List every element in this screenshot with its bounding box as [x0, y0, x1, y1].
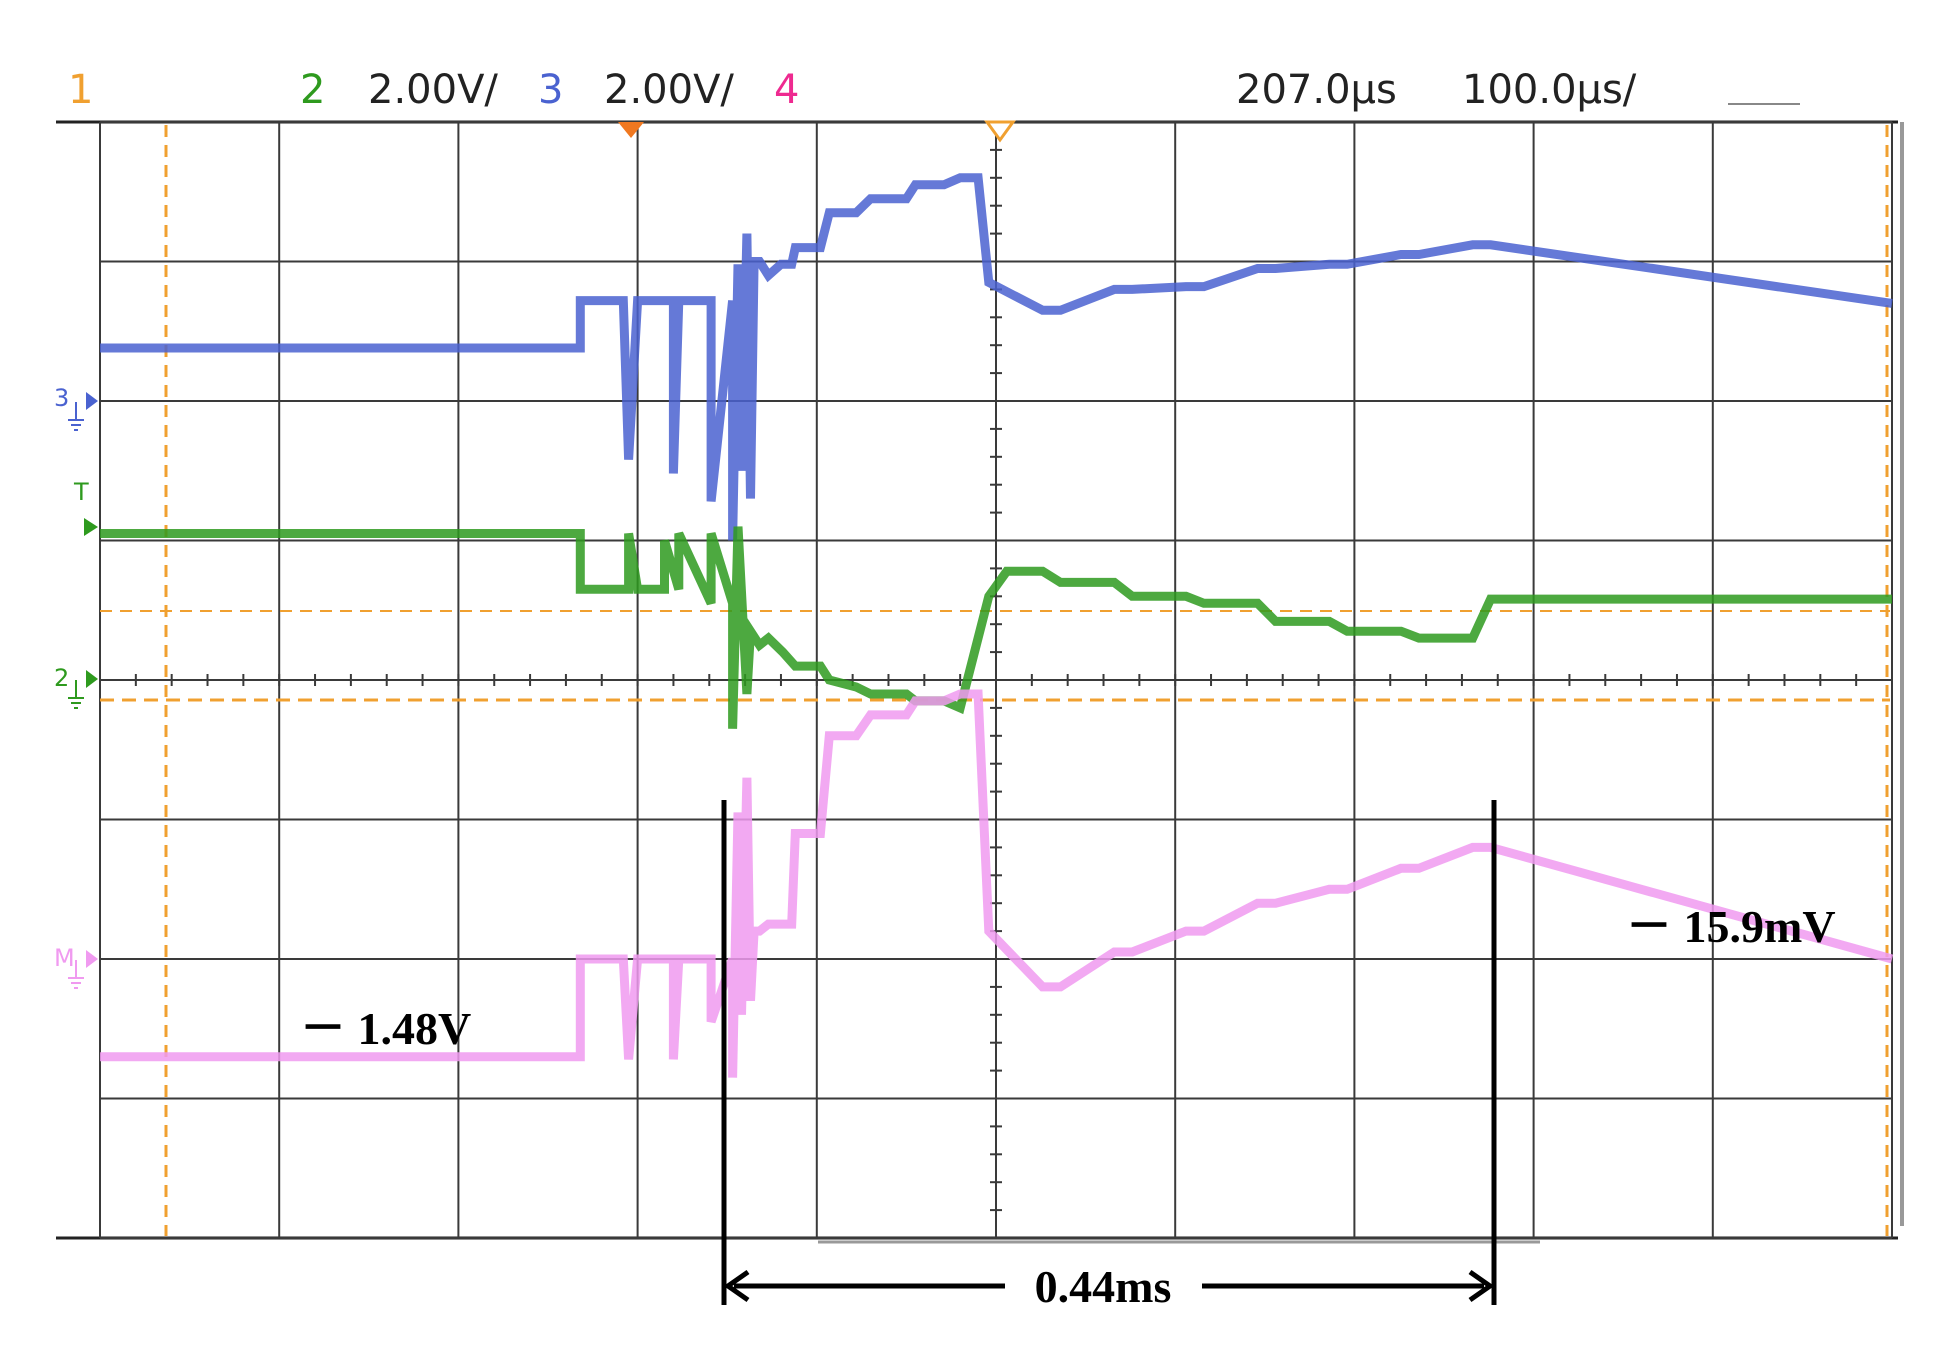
ch4-ground-symbol-icon	[68, 960, 84, 989]
cursors	[100, 125, 1890, 1236]
time-scale: 100.0µs/	[1462, 67, 1637, 113]
ch2-scale: 2.00V/	[368, 67, 498, 113]
right-level-label: － 15.9mV	[1626, 901, 1836, 952]
header-readout: 1 2 2.00V/ 3 2.00V/ 4 207.0µs 100.0µs/	[68, 67, 1800, 113]
duration-arrow-right-head-icon	[1468, 1269, 1495, 1303]
duration-arrow-left-head-icon	[723, 1269, 750, 1303]
trace-ch2	[100, 526, 1892, 729]
ch3-ground-marker: 3	[54, 384, 98, 431]
time-reference-marker-icon	[984, 120, 1016, 143]
time-position: 207.0µs	[1236, 67, 1397, 113]
duration-label: 0.44ms	[1035, 1261, 1172, 1312]
left-level-label: － 1.48V	[300, 1003, 471, 1054]
traces	[100, 173, 1894, 1078]
ch4-ground-label: M	[54, 944, 75, 972]
trigger-marker: T	[73, 478, 98, 536]
trace-ch4	[100, 689, 1894, 1078]
trigger-level-arrow-icon	[84, 518, 98, 536]
screen-frame	[56, 120, 1904, 1244]
ch2-ground-symbol-icon	[68, 680, 84, 709]
channel-markers: 3 T 2 M	[54, 384, 98, 989]
ch4-ground-marker: M	[54, 944, 98, 989]
ch2-label: 2	[300, 67, 325, 113]
ch4-label: 4	[774, 67, 799, 113]
ch1-label: 1	[68, 67, 93, 113]
ch4-ground-arrow-icon	[86, 950, 98, 968]
ch3-ground-symbol-icon	[68, 402, 84, 431]
ch2-ground-arrow-icon	[86, 670, 98, 688]
top-markers	[618, 120, 1016, 143]
trigger-position-marker-icon	[618, 122, 644, 138]
ch3-scale: 2.00V/	[604, 67, 734, 113]
ch2-ground-marker: 2	[54, 664, 98, 709]
annotations: 0.44ms － 1.48V － 15.9mV	[300, 800, 1836, 1312]
ch2-ground-label: 2	[54, 664, 69, 692]
ch3-ground-arrow-icon	[86, 392, 98, 410]
ch3-label: 3	[538, 67, 563, 113]
ch3-ground-label: 3	[54, 384, 69, 412]
trace-ch3	[100, 173, 1893, 541]
trigger-label: T	[73, 478, 89, 506]
